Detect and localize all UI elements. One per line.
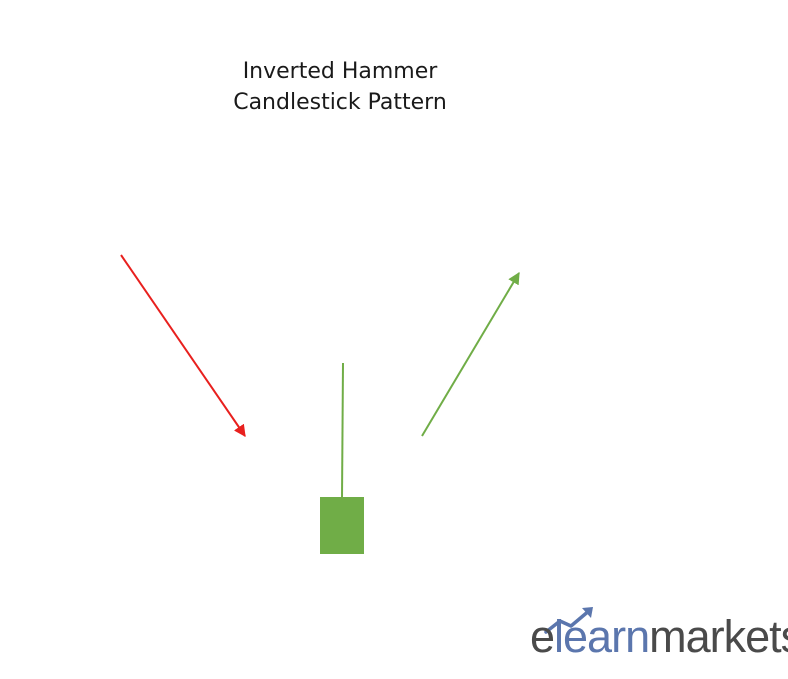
elearnmarkets-logo: elearnmarkets [530,606,788,668]
logo-text-markets: markets [649,611,788,662]
downtrend-arrow [120,254,246,437]
diagram-title: Inverted Hammer Candlestick Pattern [190,56,490,118]
logo-trend-arrow-icon [544,607,593,634]
title-line-2: Candlestick Pattern [233,90,447,115]
logo-text-learn: learn [554,611,650,662]
candle-body [320,497,364,554]
title-line-1: Inverted Hammer [242,59,438,84]
candle-upper-wick [341,362,344,499]
uptrend-arrow [421,271,520,437]
inverted-hammer-candle [320,362,364,554]
logo-text-e: e [530,611,555,662]
